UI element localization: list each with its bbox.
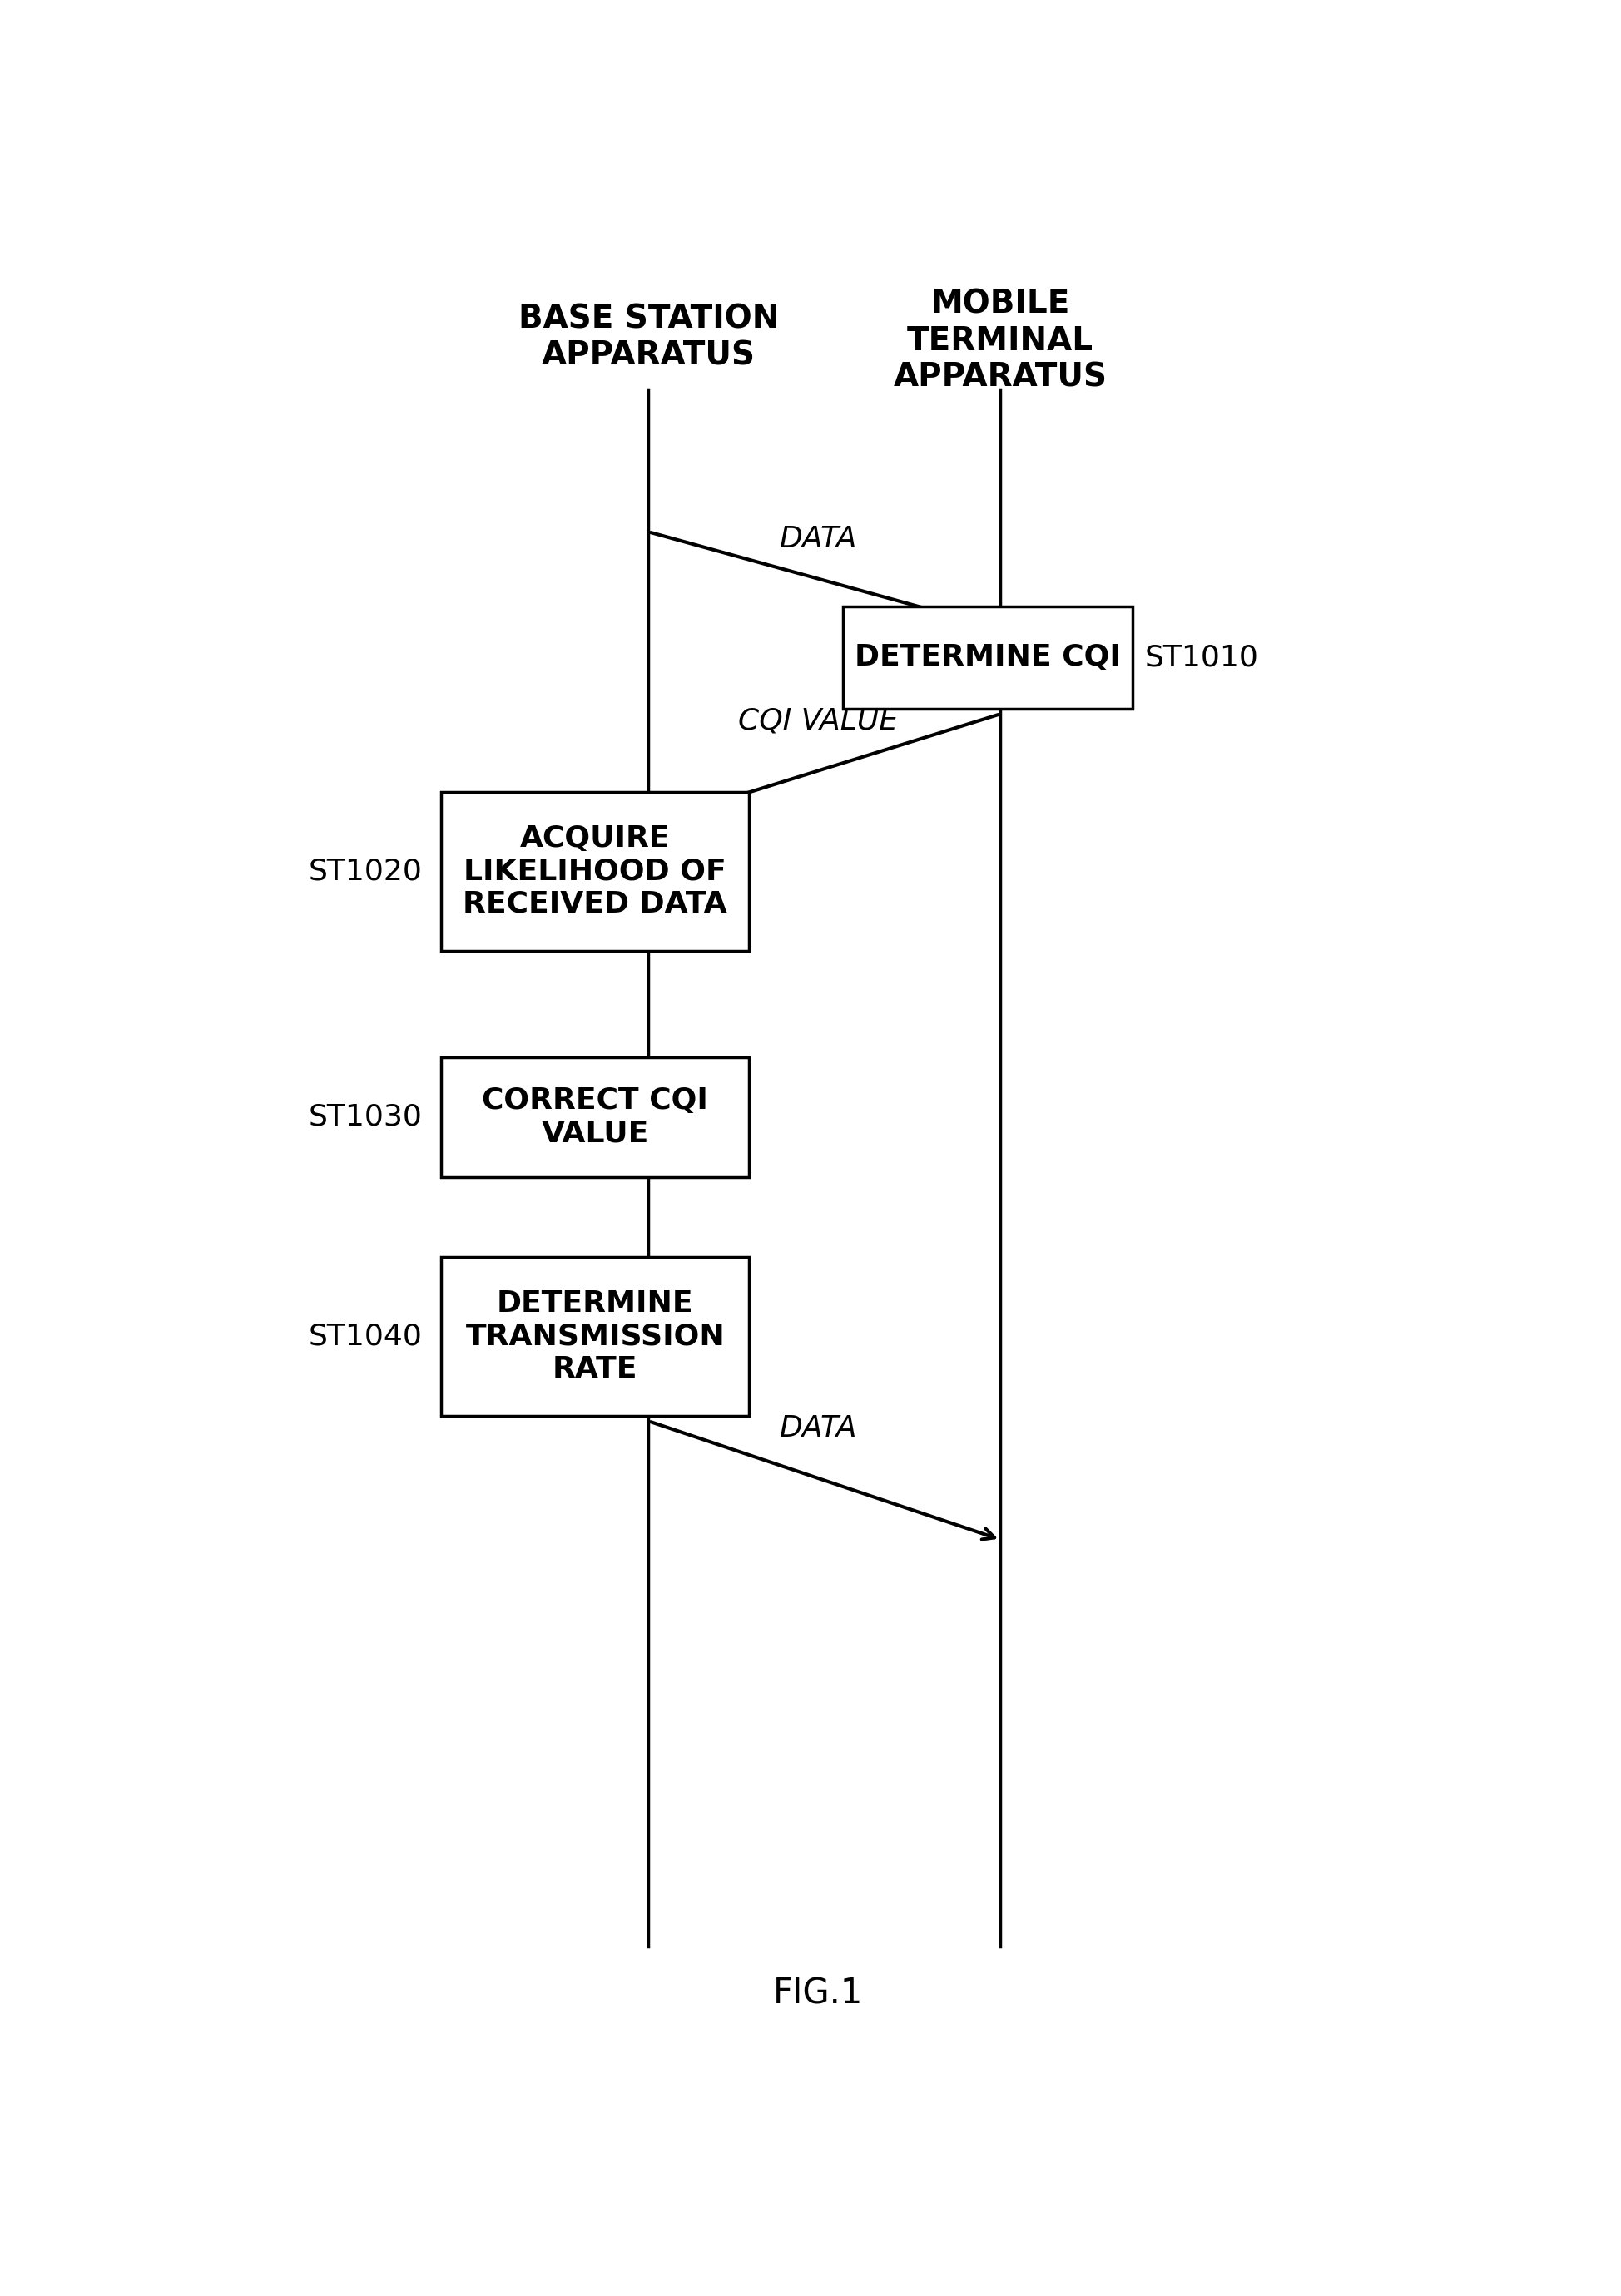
Text: DETERMINE CQI: DETERMINE CQI <box>854 643 1120 670</box>
Text: ST1030: ST1030 <box>308 1102 423 1132</box>
Text: CQI VALUE: CQI VALUE <box>738 707 898 735</box>
Bar <box>441 1256 749 1417</box>
Text: DETERMINE
TRANSMISSION
RATE: DETERMINE TRANSMISSION RATE <box>465 1290 725 1382</box>
Text: ST1020: ST1020 <box>308 856 423 886</box>
Text: FIG.1: FIG.1 <box>773 1977 864 2011</box>
Text: ST1040: ST1040 <box>308 1322 423 1350</box>
Text: ST1010: ST1010 <box>1144 643 1260 670</box>
Text: DATA: DATA <box>780 526 858 553</box>
Text: BASE STATION
APPARATUS: BASE STATION APPARATUS <box>519 303 780 372</box>
Text: CORRECT CQI
VALUE: CORRECT CQI VALUE <box>481 1086 708 1148</box>
Bar <box>441 1056 749 1178</box>
Bar <box>843 606 1131 709</box>
Bar <box>441 792 749 951</box>
Text: DATA: DATA <box>780 1414 858 1442</box>
Text: MOBILE
TERMINAL
APPARATUS: MOBILE TERMINAL APPARATUS <box>893 289 1107 393</box>
Text: ACQUIRE
LIKELIHOOD OF
RECEIVED DATA: ACQUIRE LIKELIHOOD OF RECEIVED DATA <box>464 824 728 918</box>
